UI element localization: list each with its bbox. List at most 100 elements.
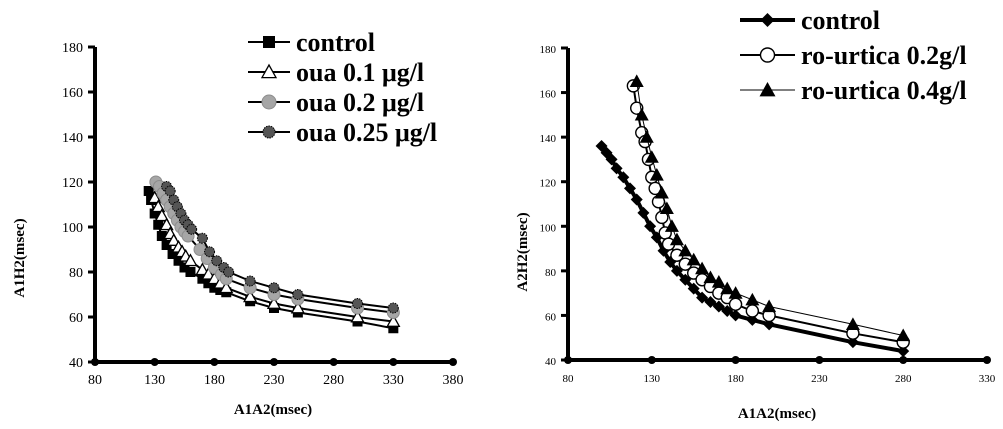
data-point <box>350 309 365 323</box>
x-tick <box>647 356 656 364</box>
y-axis-title-right: A2H2(msec) <box>515 212 531 291</box>
y-tick-label: 60 <box>69 311 83 326</box>
y-tick-label: 40 <box>69 356 83 371</box>
data-point <box>630 193 643 206</box>
data-point <box>728 297 743 311</box>
x-tick-label: 180 <box>727 373 744 385</box>
legend-marker <box>263 36 275 48</box>
data-point <box>266 296 282 309</box>
data-point <box>244 275 256 287</box>
data-point <box>728 286 743 299</box>
x-tick-label: 130 <box>644 373 661 385</box>
x-tick-label: 230 <box>811 373 828 385</box>
data-point <box>211 255 223 267</box>
x-tick <box>91 358 99 366</box>
x-tick-label: 80 <box>563 373 575 385</box>
legend-marker <box>760 13 775 27</box>
data-point <box>644 150 659 163</box>
data-point <box>292 289 304 300</box>
legend-marker <box>759 47 776 63</box>
legend-marker <box>261 94 277 110</box>
data-point <box>624 182 637 195</box>
x-tick <box>389 358 398 366</box>
legend-marker <box>260 63 278 79</box>
y-tick-label: 80 <box>69 266 83 281</box>
y-tick-label: 140 <box>62 131 83 146</box>
data-point <box>268 282 280 294</box>
y-tick-label: 160 <box>540 89 557 101</box>
legend-label: control <box>296 28 375 57</box>
data-point <box>711 275 726 288</box>
data-point <box>605 153 618 166</box>
data-point <box>147 190 162 204</box>
y-tick-label: 180 <box>62 41 83 56</box>
legend-marker <box>262 125 276 139</box>
data-point <box>204 246 216 258</box>
data-point <box>143 186 154 196</box>
data-point <box>167 249 178 259</box>
data-point <box>649 168 664 181</box>
x-tick <box>564 356 572 364</box>
data-point <box>664 219 679 232</box>
data-point <box>669 232 684 246</box>
data-point <box>896 328 911 342</box>
legend-label: ro-urtica 0.2g/l <box>801 41 967 70</box>
data-point <box>634 107 649 121</box>
y-tick-label: 140 <box>540 133 557 145</box>
x-tick <box>449 358 457 366</box>
data-point <box>686 252 701 266</box>
data-point <box>696 291 709 304</box>
data-point <box>704 296 717 309</box>
x-tick <box>270 358 278 366</box>
data-point <box>610 162 623 175</box>
data-point <box>173 255 184 266</box>
legend-label: oua 0.25 μg/l <box>296 118 437 147</box>
data-point <box>215 285 226 295</box>
data-point <box>745 292 760 306</box>
legend-marker <box>759 82 776 97</box>
x-tick-label: 230 <box>264 373 285 388</box>
data-point <box>629 74 644 88</box>
legend-label: ro-urtica 0.4g/l <box>801 76 967 105</box>
data-point <box>164 185 176 197</box>
x-tick-label: 280 <box>895 373 912 385</box>
data-point <box>195 262 210 276</box>
data-point <box>196 232 208 244</box>
data-point <box>201 266 216 280</box>
x-tick-label: 380 <box>443 373 464 388</box>
data-point <box>745 304 760 318</box>
chart-left: A1H2(msec) A1A2(msec) 40 60 80 100 120 140 160… <box>12 28 464 418</box>
y-axis-title-left: A1H2(msec) <box>12 218 28 297</box>
x-tick <box>815 356 824 364</box>
data-point <box>659 201 674 215</box>
data-point <box>720 281 735 295</box>
x-tick <box>150 358 159 366</box>
data-point <box>762 299 777 313</box>
x-tick-label: 130 <box>144 373 165 388</box>
data-point <box>166 233 181 246</box>
data-point <box>729 309 742 322</box>
data-point <box>630 101 644 115</box>
data-point <box>154 208 169 222</box>
data-point <box>243 289 258 303</box>
x-axis-title-right: A1A2(msec) <box>738 406 816 422</box>
data-point <box>153 219 164 230</box>
y-tick-label: 180 <box>540 44 557 56</box>
x-tick <box>329 358 338 366</box>
data-point <box>156 231 167 241</box>
y-tick-label: 120 <box>62 176 83 191</box>
chart-right: A2H2(msec) A1A2(msec) 40 60 80 100 120 140 160… <box>515 6 996 422</box>
y-tick-label: 80 <box>545 267 557 279</box>
x-tick-label: 80 <box>88 373 102 388</box>
x-tick-label: 280 <box>323 373 344 388</box>
y-tick-label: 60 <box>545 311 557 323</box>
x-tick <box>731 356 740 364</box>
data-point <box>186 223 198 235</box>
legend-label: oua 0.1 μg/l <box>296 58 424 87</box>
data-point <box>219 280 234 294</box>
x-tick <box>210 358 219 366</box>
y-tick-label: 120 <box>540 178 557 190</box>
x-tick-label: 180 <box>204 373 225 388</box>
x-tick-label: 330 <box>383 373 404 388</box>
